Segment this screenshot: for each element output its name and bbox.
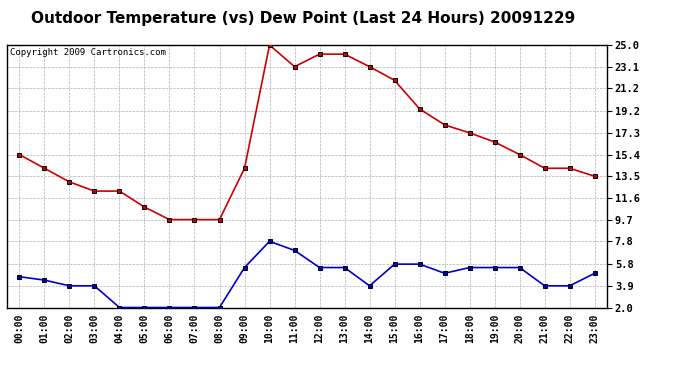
- Text: Outdoor Temperature (vs) Dew Point (Last 24 Hours) 20091229: Outdoor Temperature (vs) Dew Point (Last…: [32, 11, 575, 26]
- Text: Copyright 2009 Cartronics.com: Copyright 2009 Cartronics.com: [10, 48, 166, 57]
